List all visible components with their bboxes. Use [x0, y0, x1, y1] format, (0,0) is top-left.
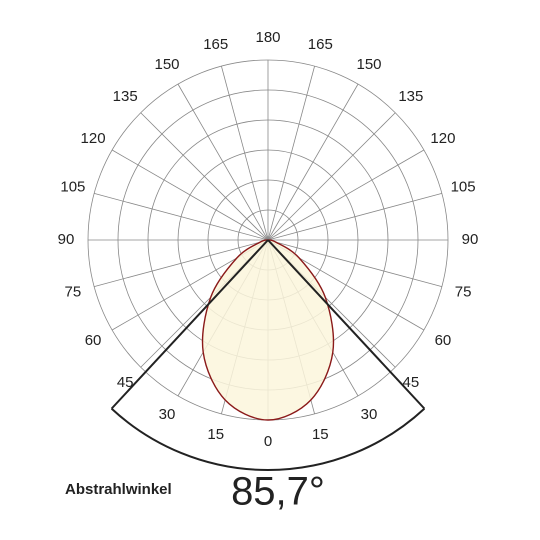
beam-arc	[110, 407, 426, 471]
angle-label: 60	[435, 332, 452, 349]
angle-label: 135	[113, 88, 138, 105]
angle-label: 150	[154, 56, 179, 73]
angle-label: 75	[455, 283, 472, 300]
grid-line	[140, 112, 269, 241]
angle-label: 30	[159, 406, 176, 423]
grid-line	[94, 193, 269, 241]
angle-label: 105	[451, 179, 476, 196]
intensity-curve	[201, 239, 335, 421]
angle-label: 45	[117, 374, 134, 391]
angle-label: 165	[308, 36, 333, 53]
grid-line	[267, 193, 442, 241]
plot	[87, 59, 449, 471]
angle-label: 45	[402, 374, 419, 391]
angle-label: 15	[312, 426, 329, 443]
angle-label: 30	[361, 406, 378, 423]
angle-label: 180	[255, 29, 280, 46]
angle-label: 165	[203, 36, 228, 53]
grid-line	[111, 149, 269, 241]
beam-line	[267, 239, 426, 410]
grid-line	[221, 66, 269, 241]
grid-line	[177, 83, 269, 241]
grid-line	[94, 239, 269, 287]
angle-label: 120	[430, 130, 455, 147]
angle-label: 105	[60, 179, 85, 196]
beam-line	[110, 239, 269, 410]
angle-label: 135	[398, 88, 423, 105]
angle-label: 150	[356, 56, 381, 73]
grid-line	[267, 112, 396, 241]
grid-line	[267, 66, 315, 241]
grid-line	[267, 239, 442, 287]
angle-label: 75	[65, 283, 82, 300]
angle-label: 15	[207, 426, 224, 443]
beam-value: 85,7°	[231, 470, 325, 514]
angle-label: 60	[85, 332, 102, 349]
angle-label: 0	[264, 433, 272, 450]
grid-line	[267, 83, 359, 241]
beam-name: Abstrahlwinkel	[65, 481, 172, 498]
angle-label: 120	[81, 130, 106, 147]
angle-label: 90	[58, 231, 75, 248]
grid-line	[267, 149, 425, 241]
angle-label: 90	[462, 231, 479, 248]
